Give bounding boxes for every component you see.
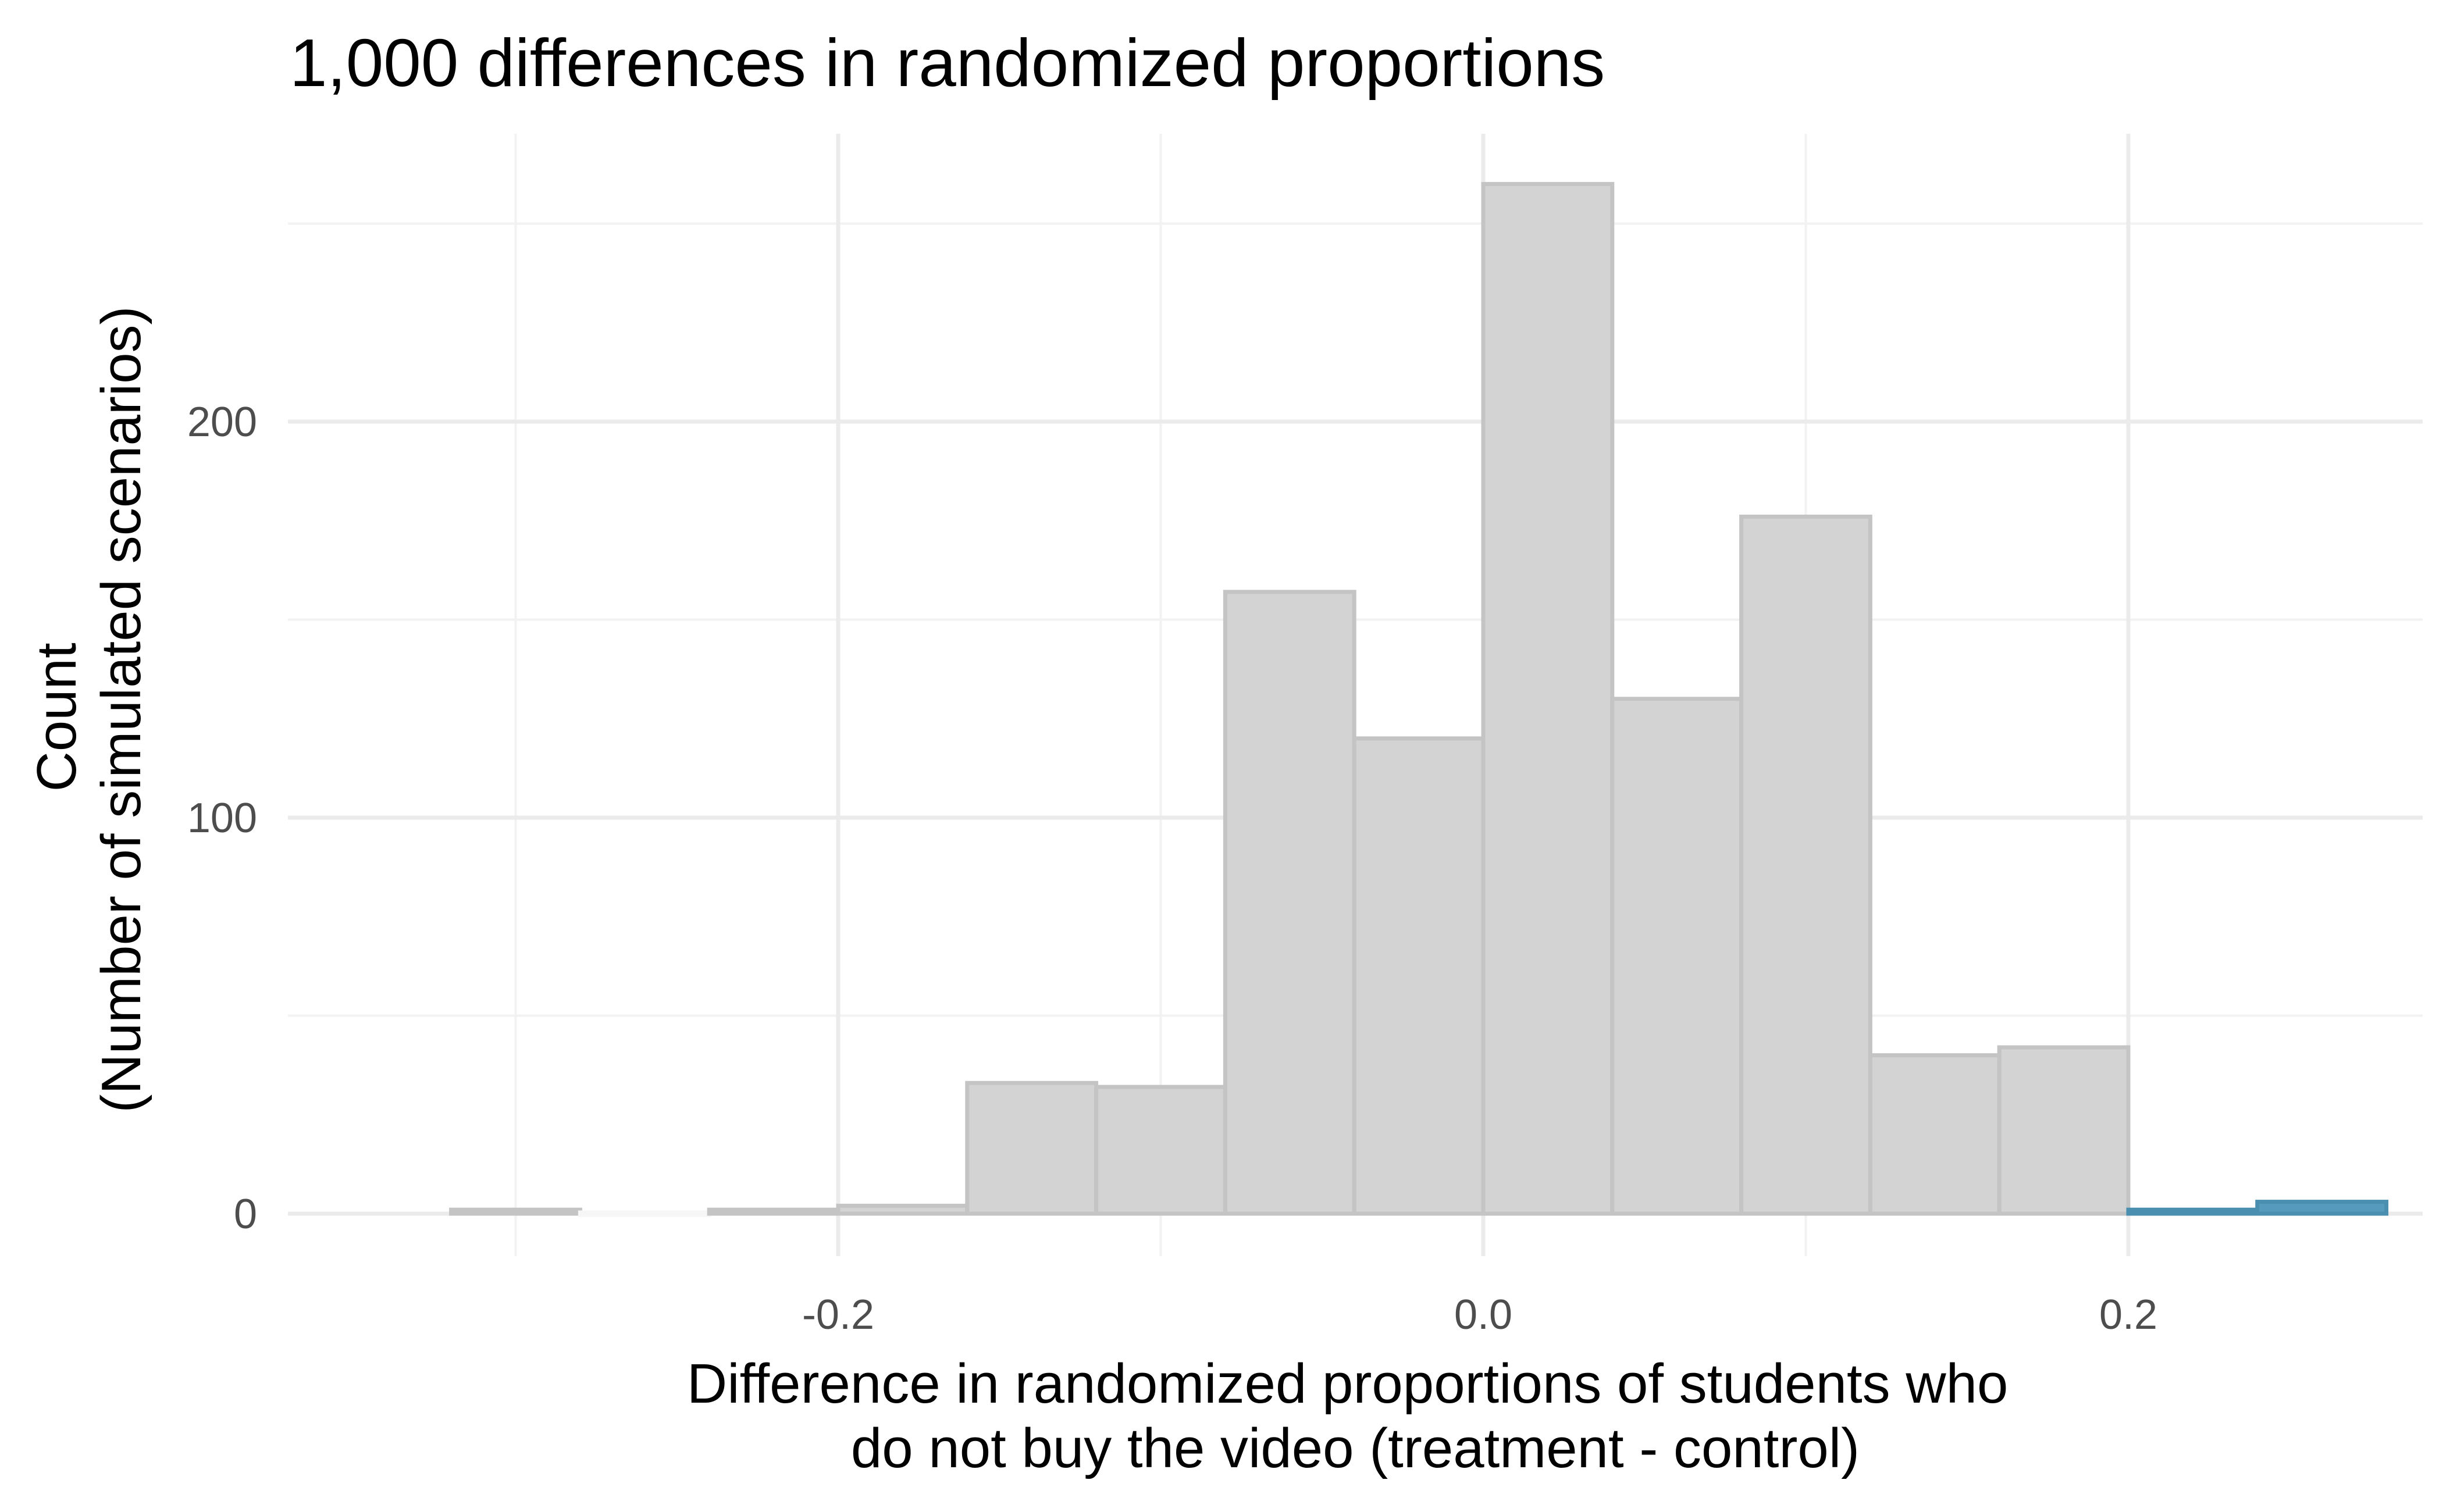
y-axis-title-line-1: Count [26,643,88,791]
histogram-bars [449,181,2389,1217]
histogram-bar [1352,736,1486,1216]
histogram-bar [578,1210,711,1217]
y-axis-title: Count (Number of simulated scenarios) [26,306,152,1112]
histogram-bar [449,1207,582,1216]
x-tick-label: -0.2 [802,1292,874,1338]
chart-title: 1,000 differences in randomized proporti… [290,25,1605,101]
x-axis-title: Difference in randomized proportions of … [687,1353,2024,1479]
histogram-bar-highlighted [2255,1200,2389,1216]
histogram-bar [1223,590,1356,1216]
histogram-bar [1094,1085,1227,1216]
y-tick-label: 200 [187,399,257,445]
x-axis-title-line-2: do not buy the video (treatment - contro… [851,1417,1860,1479]
y-tick-label: 100 [187,795,257,841]
x-tick-label: 0.0 [1454,1292,1512,1338]
histogram-bar [1997,1045,2131,1216]
histogram-bar [1610,697,1744,1216]
histogram-bar [1481,181,1615,1216]
histogram-bar [836,1203,970,1216]
tick-labels: -0.2 0.0 0.2 0 100 200 [187,399,2157,1338]
histogram-bar-highlighted [2126,1207,2260,1216]
histogram-bar [965,1080,1099,1216]
histogram-bar [1868,1053,2002,1216]
y-axis-title-line-2: (Number of simulated scenarios) [90,306,152,1112]
y-tick-label: 0 [234,1191,257,1238]
histogram-bar [707,1207,841,1216]
x-axis-title-line-1: Difference in randomized proportions of … [687,1353,2008,1415]
histogram-bar [1739,514,1872,1216]
x-tick-label: 0.2 [2099,1292,2157,1338]
